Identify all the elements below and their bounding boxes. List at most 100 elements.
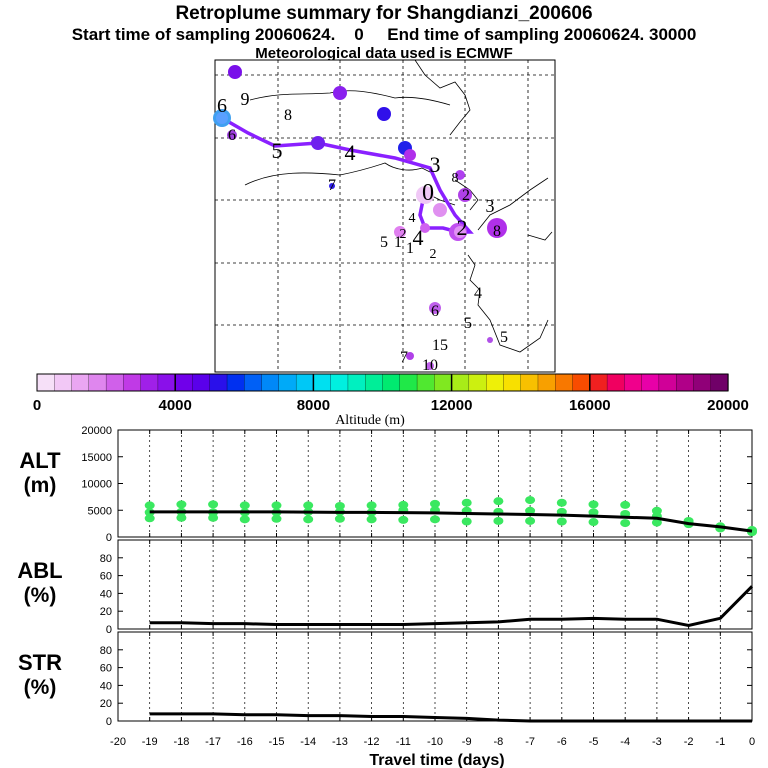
altitude-cluster-point	[398, 515, 409, 524]
met-data-subtitle: Meteorological data used is ECMWF	[255, 45, 513, 62]
altitude-cluster-point	[239, 515, 250, 524]
cluster-marker	[458, 188, 472, 202]
x-tick-label: -9	[462, 736, 472, 748]
altitude-cluster-point	[588, 518, 599, 527]
day-number-label: 2	[430, 247, 437, 262]
x-tick-label: -20	[110, 736, 126, 748]
cluster-marker	[487, 337, 493, 343]
alt-series-line	[149, 510, 753, 533]
cluster-marker	[420, 223, 430, 233]
colorbar-cell	[503, 373, 522, 392]
day-number-label: 0	[422, 180, 434, 206]
x-tick-label: -18	[173, 736, 189, 748]
y-tick-label: 80	[100, 553, 112, 565]
colorbar-cell	[261, 373, 280, 392]
cluster-marker	[329, 183, 335, 189]
day-number-label: 6	[228, 127, 236, 144]
y-tick-label: 80	[100, 645, 112, 657]
day-number-label: 8	[493, 223, 501, 240]
colorbar-tick-label: 12000	[431, 397, 473, 414]
colorbar-label: Altitude (m)	[335, 413, 405, 428]
altitude-cluster-point	[303, 501, 314, 510]
colorbar-cell	[105, 373, 125, 392]
day-number-label: 4	[474, 285, 482, 302]
panel-unit-str: (%)	[24, 676, 57, 699]
x-tick-label: -5	[589, 736, 599, 748]
colorbar-cell	[157, 373, 176, 392]
altitude-cluster-point	[176, 500, 187, 509]
altitude-cluster-point	[651, 518, 662, 527]
altitude-cluster-point	[525, 506, 536, 515]
x-tick-label: -1	[715, 736, 725, 748]
day-number-label: 4	[345, 140, 356, 165]
colorbar-cell	[676, 373, 695, 392]
panel-unit-abl: (%)	[24, 584, 57, 607]
altitude-cluster-point	[493, 497, 504, 506]
colorbar-cell	[555, 373, 574, 392]
day-number-label: 1	[406, 240, 414, 257]
colorbar-cell	[572, 373, 591, 392]
colorbar-cell	[468, 373, 487, 392]
colorbar-cell	[416, 373, 435, 392]
altitude-cluster-point	[493, 516, 504, 525]
colorbar-cell	[347, 373, 366, 392]
colorbar-cell	[399, 373, 418, 392]
day-number-label: 4	[409, 211, 416, 226]
colorbar-cell	[710, 373, 729, 392]
day-number-label: 8	[284, 107, 292, 124]
colorbar-cell	[209, 373, 228, 392]
y-tick-label: 40	[100, 588, 112, 600]
cluster-marker	[228, 65, 242, 79]
altitude-cluster-point	[588, 508, 599, 517]
altitude-cluster-point	[620, 500, 631, 509]
day-number-label: 2	[400, 227, 407, 242]
colorbar-cell	[140, 373, 159, 392]
x-tick-label: -6	[557, 736, 567, 748]
panel-label-abl: ABL	[17, 558, 62, 583]
altitude-cluster-point	[620, 519, 631, 528]
colorbar-tick-label: 8000	[297, 397, 330, 414]
cluster-marker	[433, 203, 447, 217]
colorbar-cell	[226, 373, 245, 392]
colorbar-cell	[192, 373, 211, 392]
altitude-cluster-point	[430, 499, 440, 508]
day-number-label: 6	[217, 95, 227, 117]
x-tick-label: -8	[494, 736, 504, 748]
day-number-label: 5	[500, 329, 508, 346]
cluster-marker	[454, 226, 466, 238]
altitude-cluster-point	[556, 498, 567, 507]
panel-alt: 20000 15000 10000 5000 0 ALT(m)	[19, 425, 757, 544]
altitude-cluster-point	[334, 514, 345, 523]
altitude-cluster-point	[144, 514, 155, 523]
day-number-label: 7	[328, 177, 336, 194]
map-gridlines	[215, 60, 555, 372]
x-tick-label: -16	[237, 736, 253, 748]
altitude-cluster-point	[461, 498, 472, 507]
colorbar-tick-label: 4000	[159, 397, 192, 414]
y-tick-label: 15000	[81, 452, 112, 464]
colorbar-cell	[641, 373, 660, 392]
panel-abl: 80 60 40 20 0 ABL(%)	[17, 539, 754, 636]
day-number-label: 5	[464, 315, 472, 332]
colorbar-cell	[365, 373, 384, 392]
y-tick-label: 0	[106, 716, 112, 728]
colorbar-cell	[485, 373, 505, 392]
trajectory-cluster-markers	[213, 65, 507, 370]
altitude-cluster-point	[461, 517, 472, 526]
cluster-marker	[406, 352, 414, 360]
panel-str: 80 60 40 20 0 STR(%)	[18, 631, 753, 728]
day-number-label: 2	[462, 187, 470, 204]
panel-label-str: STR	[18, 650, 62, 675]
cluster-marker	[426, 362, 434, 370]
colorbar-cell	[175, 373, 194, 392]
altitude-cluster-point	[144, 501, 155, 510]
cluster-marker	[416, 186, 434, 204]
cluster-marker	[455, 170, 465, 180]
altitude-cluster-point	[303, 515, 314, 524]
altitude-cluster-point	[208, 500, 219, 509]
time-series-panels: 20000150001000050000ALT(m)806040200ABL(%…	[17, 425, 757, 768]
cluster-marker	[311, 136, 325, 150]
day-number-label: 7	[400, 349, 408, 366]
y-tick-label: 60	[100, 663, 112, 675]
